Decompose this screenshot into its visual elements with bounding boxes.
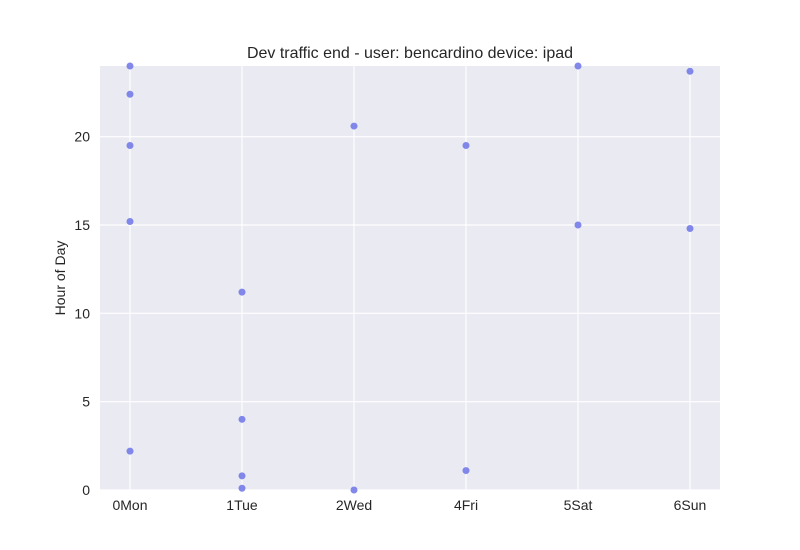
x-tick-label: 0Mon [112, 497, 147, 513]
data-points [126, 62, 694, 494]
data-point [462, 142, 470, 149]
y-gridlines [100, 136, 720, 491]
plot-area [100, 66, 720, 490]
data-point [686, 225, 694, 233]
x-tick-label: 1Tue [226, 497, 258, 513]
data-point [686, 67, 694, 75]
data-point [126, 142, 134, 149]
y-tick-label: 10 [74, 305, 90, 321]
data-point [126, 447, 134, 455]
data-point [126, 217, 134, 225]
y-tick-label: 20 [74, 129, 90, 145]
data-point [462, 467, 470, 475]
y-tick-label: 15 [74, 217, 90, 233]
chart-title: Dev traffic end - user: bencardino devic… [247, 45, 573, 62]
x-tick-label: 6Sun [674, 497, 707, 513]
data-point [350, 486, 358, 494]
x-tick-label: 2Wed [336, 497, 372, 513]
x-tick-label: 5Sat [564, 497, 593, 513]
data-point [238, 472, 246, 480]
y-tick-labels: 0 5 10 15 20 [74, 129, 90, 498]
data-point [350, 122, 358, 130]
y-tick-label: 0 [82, 482, 90, 498]
x-gridlines [129, 66, 691, 490]
data-point [238, 415, 246, 423]
data-point [574, 62, 582, 70]
x-tick-label: 4Fri [454, 497, 478, 513]
data-point [126, 90, 134, 98]
x-tick-labels: 0Mon 1Tue 2Wed 4Fri 5Sat 6Sun [112, 497, 706, 513]
y-axis-label: Hour of Day [52, 241, 68, 316]
y-tick-label: 5 [82, 394, 90, 410]
data-point [238, 484, 246, 492]
data-point [126, 62, 134, 70]
data-point [574, 221, 582, 229]
data-point [238, 288, 246, 296]
